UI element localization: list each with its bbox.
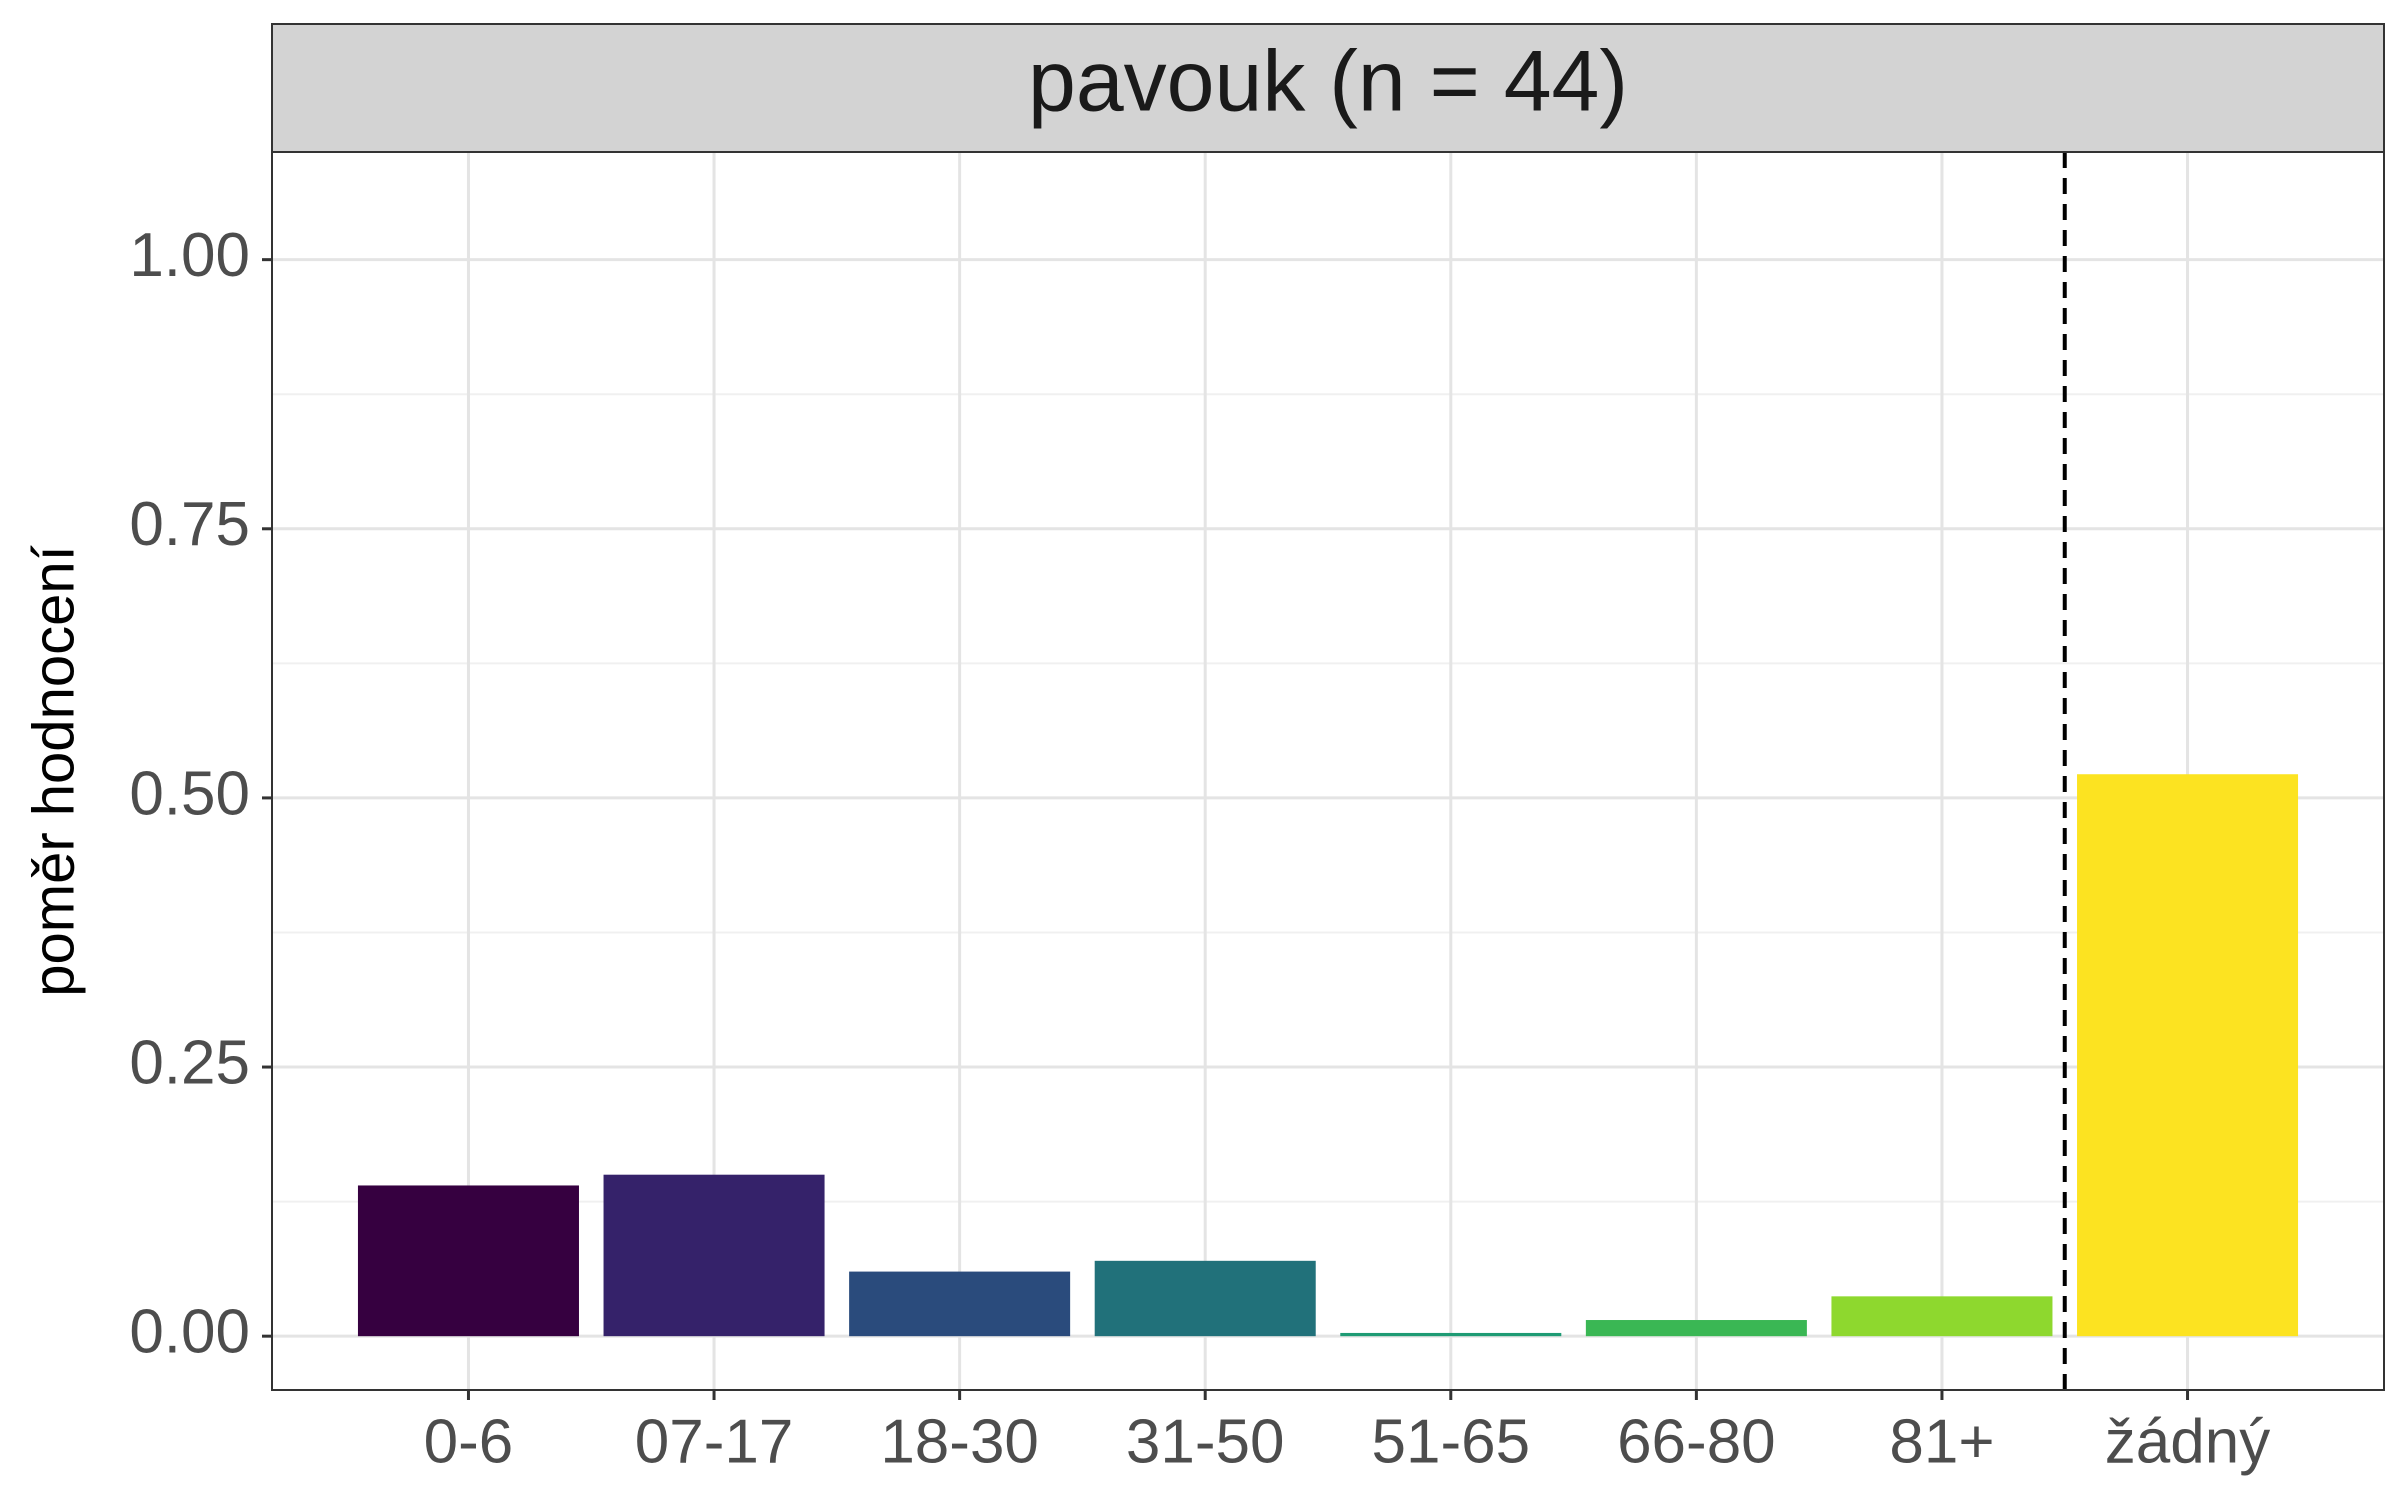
plot-panel-border bbox=[271, 151, 2385, 1391]
grid-lines bbox=[272, 152, 2384, 1390]
x-tick-label: žádný bbox=[2105, 1407, 2270, 1476]
x-tick-label: 81+ bbox=[1889, 1407, 1994, 1476]
bar-žádný bbox=[2077, 774, 2299, 1337]
y-tick-label: 0.75 bbox=[129, 490, 250, 559]
x-tick-label: 18-30 bbox=[880, 1407, 1039, 1476]
bar-07-17 bbox=[603, 1174, 825, 1337]
x-tick-label: 07-17 bbox=[635, 1407, 794, 1476]
y-tick-label: 0.50 bbox=[129, 759, 250, 828]
bar-66-80 bbox=[1585, 1320, 1807, 1337]
facet-title: pavouk (n = 44) bbox=[1028, 34, 1628, 130]
x-tick-label: 51-65 bbox=[1372, 1407, 1531, 1476]
bar-18-30 bbox=[849, 1271, 1071, 1337]
bar-31-50 bbox=[1094, 1260, 1316, 1337]
y-tick-label: 0.00 bbox=[129, 1298, 250, 1367]
x-tick-label: 66-80 bbox=[1617, 1407, 1776, 1476]
axes: 0.00 0.25 0.50 0.75 1.00 0-6 07-17 18-30 31-50 51… bbox=[129, 221, 2270, 1476]
plot-panel bbox=[272, 152, 2384, 1390]
bar-0-6 bbox=[357, 1185, 579, 1337]
x-tick-label: 31-50 bbox=[1126, 1407, 1285, 1476]
bars bbox=[357, 774, 2299, 1337]
bar-81+ bbox=[1831, 1296, 2053, 1337]
x-tick-label: 0-6 bbox=[424, 1407, 514, 1476]
bar-51-65 bbox=[1340, 1332, 1562, 1337]
facet-strip bbox=[271, 23, 2385, 153]
y-tick-label: 0.25 bbox=[129, 1028, 250, 1097]
y-axis-label: poměr hodnocení bbox=[21, 545, 86, 996]
y-tick-label: 1.00 bbox=[129, 221, 250, 290]
